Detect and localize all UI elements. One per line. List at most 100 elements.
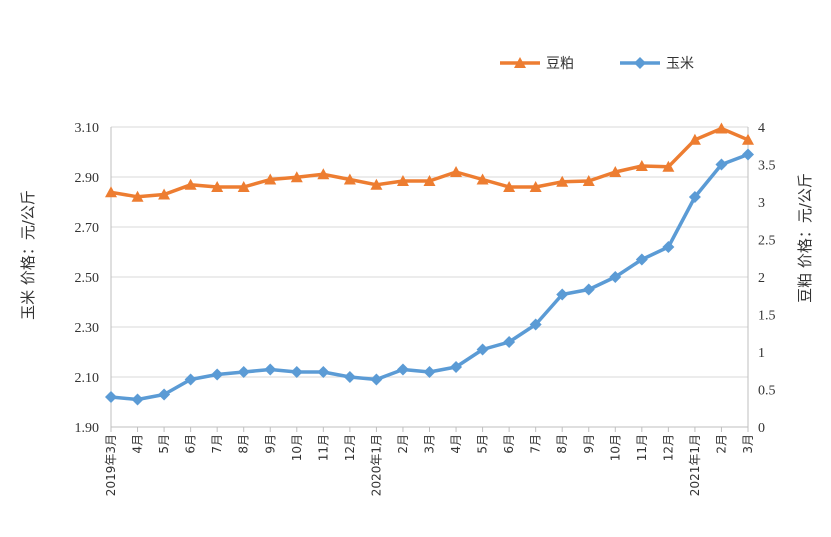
data-point xyxy=(237,366,250,378)
data-point xyxy=(158,188,171,200)
right-tick-label: 1.5 xyxy=(758,309,776,324)
right-tick-label: 1 xyxy=(758,346,765,361)
x-tick-label: 10月 xyxy=(608,434,622,461)
data-point xyxy=(450,361,463,373)
right-tick-label: 0 xyxy=(758,421,765,436)
data-point xyxy=(715,122,728,134)
data-point xyxy=(582,283,595,296)
left-tick-label: 1.90 xyxy=(75,421,100,436)
data-point xyxy=(131,393,144,406)
data-point xyxy=(184,373,197,386)
right-tick-label: 0.5 xyxy=(758,384,776,399)
data-point xyxy=(264,173,277,185)
data-point xyxy=(742,133,754,145)
legend-label: 玉米 xyxy=(666,56,694,72)
x-tick-label: 5月 xyxy=(476,434,490,454)
data-point xyxy=(211,368,224,381)
data-point xyxy=(396,363,409,376)
left-tick-label: 2.30 xyxy=(75,321,100,336)
x-tick-label: 2019年3月 xyxy=(104,434,118,496)
data-point xyxy=(635,160,648,171)
series-layer xyxy=(105,122,754,406)
x-tick-label: 7月 xyxy=(529,434,543,454)
right-tick-label: 3 xyxy=(758,196,765,211)
x-tick-label: 5月 xyxy=(157,434,171,454)
x-tick-label: 6月 xyxy=(184,434,198,454)
left-axis-ticks: 1.90 2.10 2.30 2.50 2.70 2.90 3.10 xyxy=(75,121,100,436)
legend-label: 豆粕 xyxy=(546,56,574,72)
x-tick-label: 2月 xyxy=(396,434,410,454)
data-point xyxy=(423,175,436,186)
data-point xyxy=(370,373,383,386)
data-point xyxy=(237,181,250,192)
left-tick-label: 2.50 xyxy=(75,271,100,286)
right-axis-ticks: 0 0.5 1 1.5 2 2.5 3 3.5 4 xyxy=(758,121,776,436)
data-point xyxy=(290,171,303,183)
x-tick-label: 6月 xyxy=(502,434,516,454)
x-tick-label: 2月 xyxy=(714,434,728,454)
data-point xyxy=(688,133,701,145)
x-tick-label: 9月 xyxy=(582,434,596,454)
left-tick-label: 3.10 xyxy=(75,121,100,136)
data-point xyxy=(662,241,675,253)
data-point xyxy=(317,168,330,180)
x-tick-label: 8月 xyxy=(555,434,569,454)
x-tick-label: 3月 xyxy=(741,434,755,454)
data-point xyxy=(529,318,542,331)
left-axis-title: 玉米 价格：元/公斤 xyxy=(19,190,37,320)
x-tick-label: 10月 xyxy=(290,434,304,461)
x-tick-label: 12月 xyxy=(661,434,675,461)
series-line xyxy=(110,126,749,199)
legend-marker xyxy=(634,57,646,69)
data-point xyxy=(609,166,622,177)
right-tick-label: 2 xyxy=(758,271,765,286)
data-point xyxy=(105,391,117,403)
data-point xyxy=(688,191,701,203)
data-point xyxy=(211,181,224,192)
data-point xyxy=(370,178,383,190)
legend-item: 豆粕 xyxy=(500,56,574,72)
data-point xyxy=(105,186,117,198)
x-axis-ticks: 2019年3月 4月 5月 6月 7月 8月 9月 10月 11月 12月 2020年1月 2月 3月 4… xyxy=(104,427,755,496)
data-point xyxy=(396,175,409,186)
data-point xyxy=(343,173,356,185)
legend-marker xyxy=(514,57,526,68)
data-point xyxy=(317,366,330,378)
x-tick-label: 2021年1月 xyxy=(688,434,702,496)
data-point xyxy=(529,181,542,192)
data-point xyxy=(264,363,277,376)
left-tick-label: 2.10 xyxy=(75,371,100,386)
data-point xyxy=(423,366,436,378)
x-tick-label: 11月 xyxy=(316,434,330,461)
x-tick-label: 8月 xyxy=(237,434,251,454)
x-tick-label: 4月 xyxy=(131,434,145,454)
data-point xyxy=(184,178,197,190)
x-tick-label: 12月 xyxy=(343,434,357,461)
x-tick-label: 11月 xyxy=(635,434,649,461)
right-tick-label: 2.5 xyxy=(758,234,776,249)
x-tick-label: 2020年1月 xyxy=(369,434,383,496)
data-point xyxy=(290,366,303,378)
data-point xyxy=(742,148,754,161)
right-axis-title: 豆粕 价格：元/公斤 xyxy=(796,173,814,303)
series-豆粕 xyxy=(105,122,754,202)
right-tick-label: 3.5 xyxy=(758,159,776,174)
x-tick-label: 9月 xyxy=(263,434,277,454)
left-tick-label: 2.70 xyxy=(75,221,100,236)
data-point xyxy=(609,271,622,283)
legend-item: 玉米 xyxy=(620,56,694,72)
data-point xyxy=(476,173,489,185)
legend: 豆粕 玉米 xyxy=(500,56,694,72)
x-tick-label: 7月 xyxy=(210,434,224,454)
data-point xyxy=(662,160,675,172)
x-tick-label: 4月 xyxy=(449,434,463,454)
data-point xyxy=(715,158,728,171)
series-玉米 xyxy=(105,148,754,406)
gridlines xyxy=(111,126,748,378)
data-point xyxy=(158,388,171,401)
data-point xyxy=(635,253,648,266)
x-tick-label: 3月 xyxy=(423,434,437,454)
data-point xyxy=(131,190,144,202)
data-point xyxy=(582,175,595,186)
